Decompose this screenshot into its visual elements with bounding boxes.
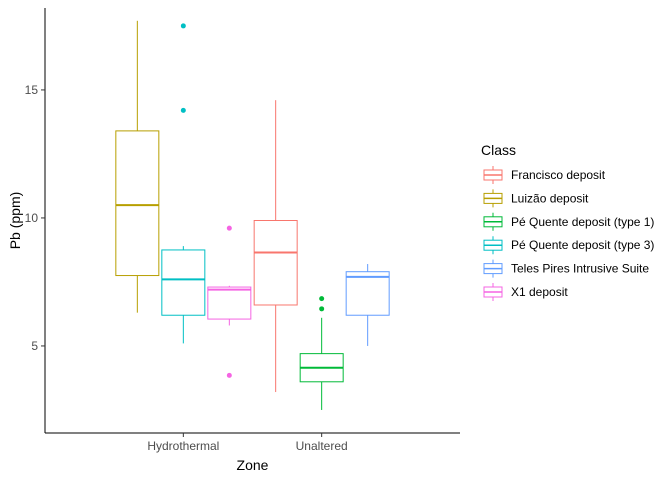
x-tick-label: Unaltered <box>296 439 348 453</box>
legend-title: Class <box>481 142 516 158</box>
legend-label: Pé Quente deposit (type 3) <box>511 238 654 252</box>
box-body <box>207 286 252 320</box>
outlier-point <box>226 225 232 231</box>
x-axis-ticks: Hydrothermal Unaltered <box>147 433 348 453</box>
box-x1-deposit <box>207 225 252 378</box>
legend-item: Luizão deposit <box>483 189 589 208</box>
legend-item: X1 deposit <box>483 283 568 301</box>
outlier-point <box>180 23 186 29</box>
legend-label: Teles Pires Intrusive Suite <box>511 262 649 276</box>
y-tick-label: 10 <box>25 211 39 225</box>
box-luiz-o-deposit <box>115 20 160 313</box>
legend-label: Pé Quente deposit (type 1) <box>511 215 654 229</box>
y-axis-ticks: 5 10 15 <box>25 83 45 353</box>
outlier-point <box>319 306 325 312</box>
box-body <box>115 130 160 277</box>
box-teles-pires-intrusive-suite <box>345 264 390 346</box>
plot-area <box>115 20 390 410</box>
legend-item: Francisco deposit <box>483 166 606 184</box>
box-body <box>253 220 298 306</box>
box-body <box>345 271 390 316</box>
x-axis-title: Zone <box>237 457 269 473</box>
legend-item: Pé Quente deposit (type 1) <box>483 212 654 231</box>
x-tick-label: Hydrothermal <box>147 439 219 453</box>
legend-label: Luizão deposit <box>511 191 589 205</box>
outlier-point <box>226 372 232 378</box>
legend-item: Pé Quente deposit (type 3) <box>483 236 654 255</box>
legend-label: Francisco deposit <box>511 168 606 182</box>
legend-item: Teles Pires Intrusive Suite <box>483 259 649 278</box>
legend: Class Francisco deposit Luizão deposit Pé … <box>481 142 654 301</box>
outlier-point <box>319 296 325 302</box>
y-tick-label: 5 <box>31 339 38 353</box>
y-axis-title: Pb (ppm) <box>7 192 23 250</box>
box-p-quente-deposit-type-3- <box>161 23 206 344</box>
outlier-point <box>180 107 186 113</box>
legend-label: X1 deposit <box>511 285 568 299</box>
box-p-quente-deposit-type-1- <box>299 296 344 410</box>
box-francisco-deposit <box>253 100 298 393</box>
y-tick-label: 15 <box>25 83 39 97</box>
box-body <box>161 249 206 316</box>
